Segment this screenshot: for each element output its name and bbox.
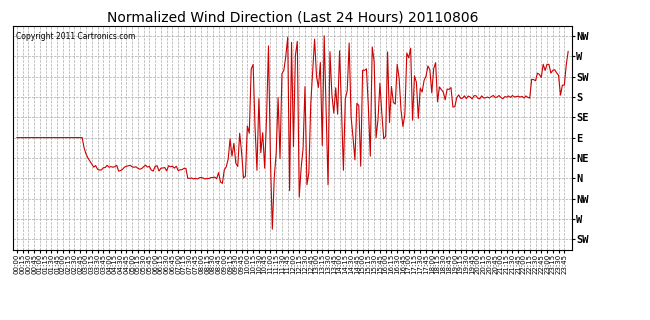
Text: Copyright 2011 Cartronics.com: Copyright 2011 Cartronics.com: [16, 32, 135, 41]
Title: Normalized Wind Direction (Last 24 Hours) 20110806: Normalized Wind Direction (Last 24 Hours…: [107, 11, 478, 24]
